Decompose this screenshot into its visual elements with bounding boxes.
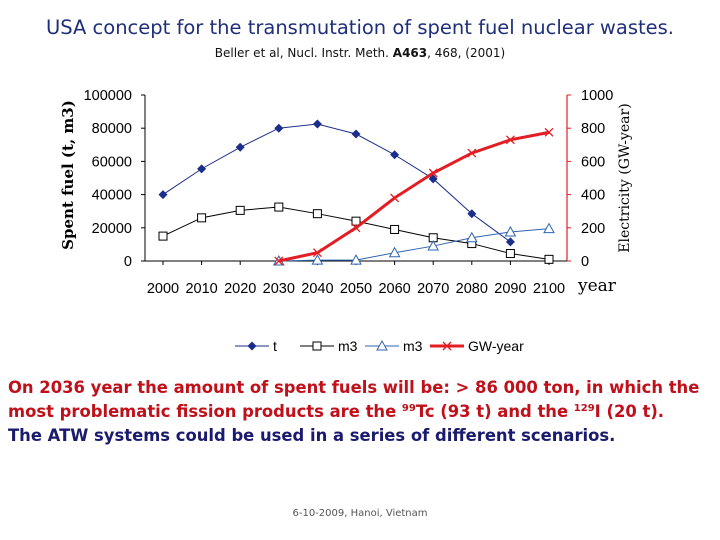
reference-citation: Beller et al, Nucl. Instr. Meth. A463, 4… [0, 46, 720, 60]
data-point-series-1 [544, 254, 554, 264]
data-point-series-2 [465, 231, 478, 243]
tc-text: Tc (93 t) and the [415, 402, 574, 421]
right-tick-label: 200 [581, 221, 605, 237]
i-text: I (20 t). [594, 402, 665, 421]
data-point-series-3 [351, 223, 361, 233]
data-point-series-1 [312, 209, 322, 219]
x-tick-label: 2050 [340, 281, 372, 297]
data-point-series-3 [428, 168, 438, 178]
left-tick-label: 80000 [92, 121, 132, 137]
legend-marker-0 [247, 341, 257, 351]
right-tick-label: 400 [581, 188, 605, 204]
scenario-text: The ATW systems could be used in a serie… [8, 426, 616, 445]
data-point-series-0 [158, 190, 168, 200]
legend-marker-3 [442, 341, 452, 351]
data-point-series-0 [235, 142, 245, 152]
legend-label-3: GW-year [468, 338, 524, 354]
data-point-series-1 [351, 216, 361, 226]
legend-marker-1 [312, 341, 322, 351]
slide-title: USA concept for the transmutation of spe… [46, 16, 674, 39]
data-point-series-2 [504, 225, 517, 237]
slide-footer: 6-10-2009, Hanoi, Vietnam [292, 508, 428, 519]
legend-marker-2 [376, 339, 388, 351]
reference-authors: Beller et al, Nucl. Instr. Meth. [214, 46, 389, 60]
data-point-series-0 [467, 209, 477, 219]
left-tick-label: 0 [124, 254, 132, 270]
data-point-series-0 [351, 129, 361, 139]
x-tick-label: 2070 [417, 281, 449, 297]
data-point-series-2 [311, 254, 324, 265]
x-tick-label: 2000 [147, 281, 179, 297]
data-point-series-0 [274, 123, 284, 133]
data-point-series-3 [274, 256, 284, 266]
data-point-series-2 [388, 246, 401, 258]
data-point-series-2 [543, 222, 555, 234]
data-point-series-0 [390, 150, 400, 160]
data-point-series-0 [312, 119, 322, 129]
data-point-series-3 [544, 127, 554, 137]
data-point-series-1 [235, 205, 245, 215]
data-point-series-3 [505, 135, 515, 145]
x-tick-label: 2010 [185, 281, 217, 297]
data-point-series-1 [505, 249, 515, 259]
data-point-series-0 [505, 237, 515, 247]
data-point-series-3 [467, 148, 477, 158]
legend-label-2: m3 [403, 338, 423, 354]
data-point-series-1 [158, 231, 168, 241]
right-tick-label: 800 [581, 121, 605, 137]
data-point-series-1 [274, 202, 284, 212]
tc-mass-number: 99 [401, 403, 416, 414]
data-point-series-3 [312, 248, 322, 258]
x-tick-label: 2060 [378, 281, 410, 297]
left-axis-title: Spent fuel (t, m3) [59, 100, 77, 250]
series-line-2 [278, 228, 550, 262]
legend-label-0: t [273, 338, 277, 354]
x-tick-label: 2090 [494, 281, 526, 297]
i-mass-number: 129 [573, 403, 595, 414]
x-tick-label: 2080 [456, 281, 488, 297]
summary-line: On 2036 year the amount of spent fuels w… [8, 378, 700, 421]
data-point-series-1 [390, 224, 400, 234]
x-tick-label: 2020 [224, 281, 256, 297]
data-point-series-0 [428, 174, 438, 184]
left-tick-label: 100000 [84, 88, 132, 104]
reference-pages: , 468, (2001) [427, 46, 506, 60]
left-tick-label: 40000 [92, 188, 132, 204]
x-tick-label: 2100 [533, 281, 565, 297]
left-tick-label: 20000 [92, 221, 132, 237]
data-point-series-1 [197, 213, 207, 223]
x-axis-title: year [577, 276, 617, 296]
x-tick-label: 2030 [263, 281, 295, 297]
series-line-3 [278, 130, 550, 263]
data-point-series-2 [350, 254, 362, 265]
right-tick-label: 1000 [581, 88, 613, 104]
series-line-0 [162, 123, 511, 243]
data-point-series-0 [197, 164, 207, 174]
reference-volume: A463 [392, 46, 428, 60]
series-line-1 [162, 206, 550, 260]
summary-text: On 2036 year the amount of spent fuels w… [8, 376, 714, 448]
data-point-series-3 [390, 193, 400, 203]
x-tick-label: 2040 [301, 281, 333, 297]
right-tick-label: 600 [581, 154, 605, 170]
legend-label-1: m3 [338, 338, 358, 354]
right-axis-title: Electricity (GW-year) [617, 103, 633, 252]
left-tick-label: 60000 [92, 154, 132, 170]
data-point-series-2 [427, 240, 440, 251]
right-tick-label: 0 [581, 254, 589, 270]
